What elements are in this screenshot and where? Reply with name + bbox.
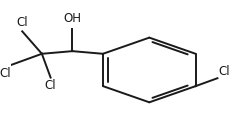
Text: Cl: Cl — [0, 67, 11, 80]
Text: Cl: Cl — [16, 16, 28, 29]
Text: OH: OH — [63, 12, 81, 25]
Text: Cl: Cl — [218, 65, 229, 78]
Text: Cl: Cl — [45, 79, 56, 92]
